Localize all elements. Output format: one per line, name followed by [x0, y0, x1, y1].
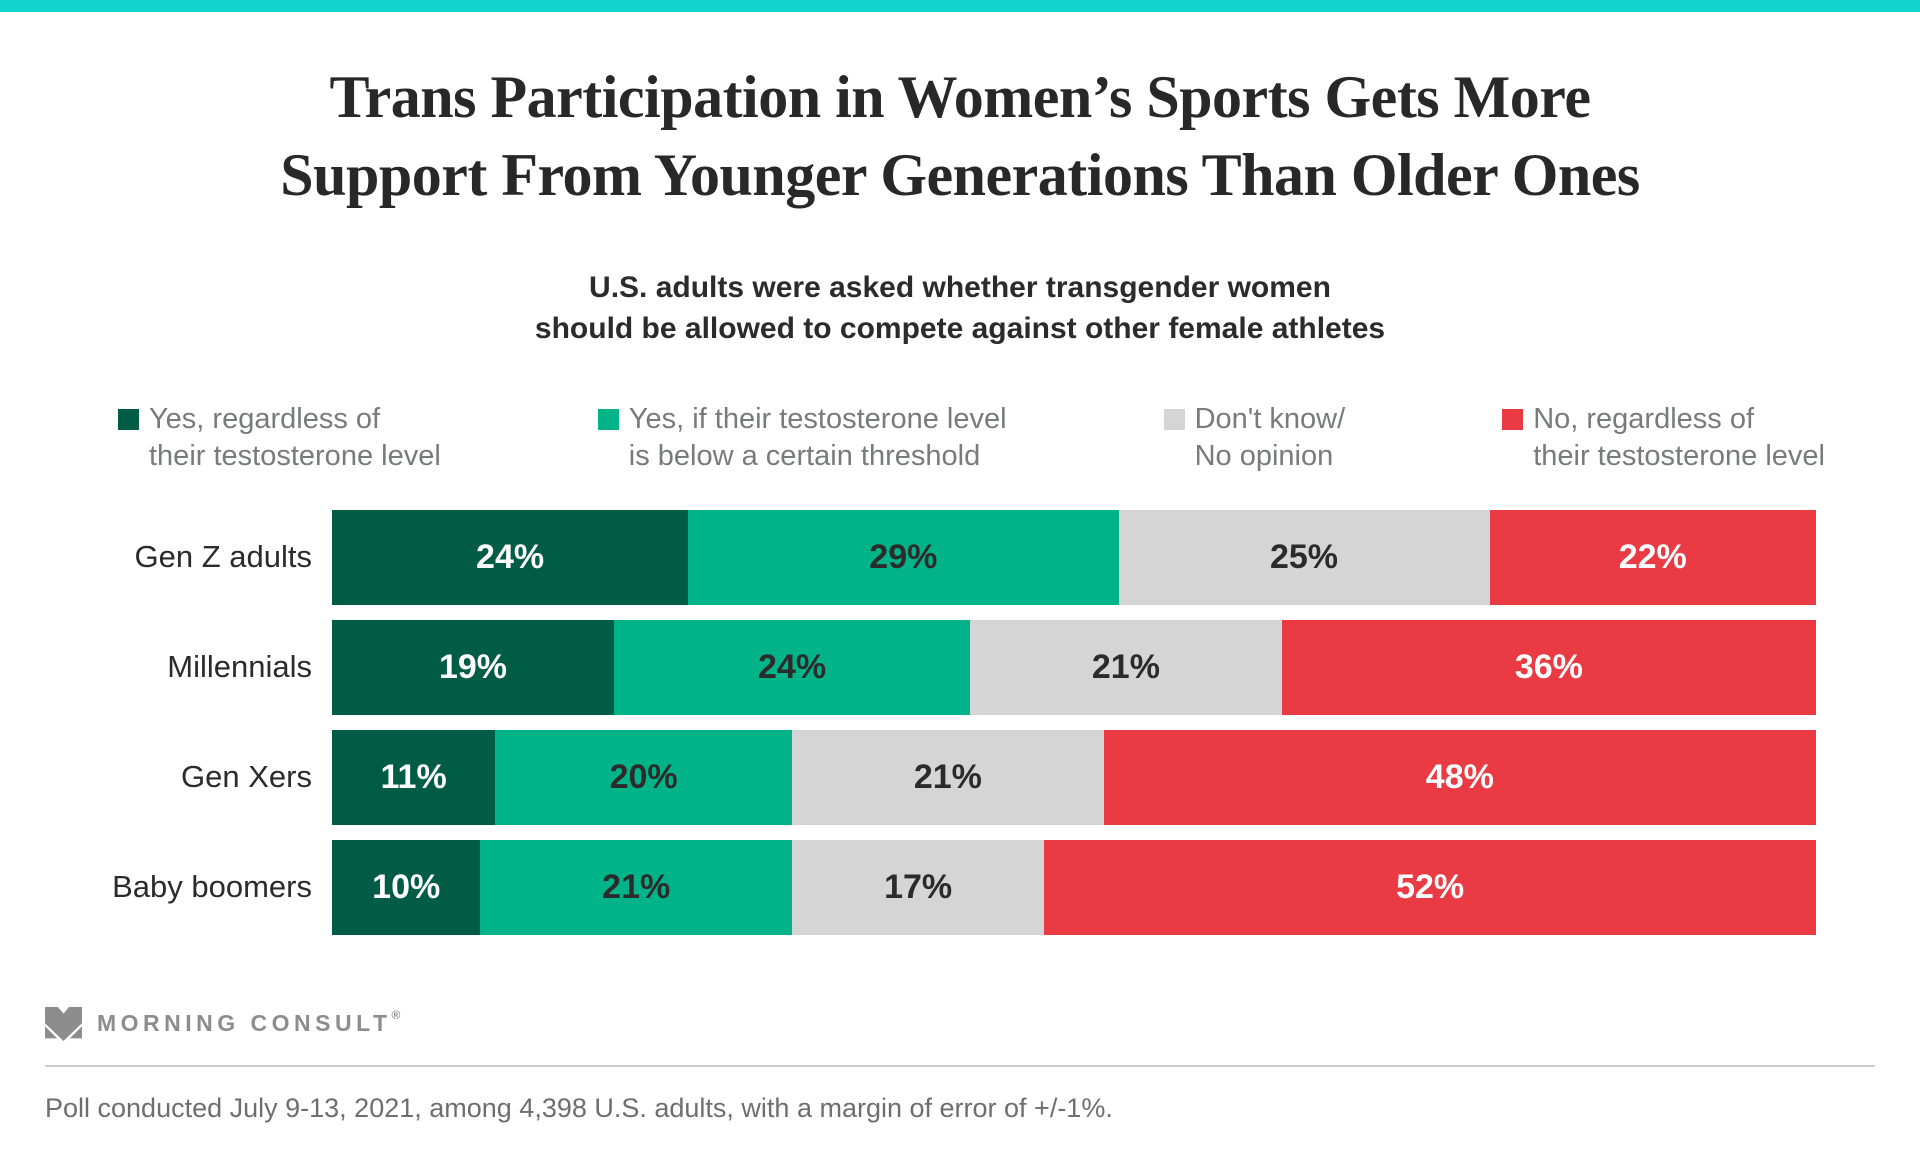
page-title: Trans Participation in Women’s Sports Ge… [70, 58, 1850, 214]
chart-row: Baby boomers 10% 21% 17% 52% [60, 839, 1920, 935]
chart-row: Gen Xers 11% 20% 21% 48% [60, 729, 1920, 825]
bar-segment: 19% [332, 619, 614, 715]
poll-footnote: Poll conducted July 9-13, 2021, among 4,… [45, 1092, 1113, 1123]
bar-segment: 20% [495, 729, 793, 825]
legend-item-dont-know: Don't know/ No opinion [1163, 401, 1346, 475]
title-line-1: Trans Participation in Women’s Sports Ge… [329, 64, 1591, 130]
brand-row: MORNING CONSULT® [45, 1006, 1920, 1041]
title-line-2: Support From Younger Generations Than Ol… [280, 142, 1640, 208]
legend-swatch-red [1502, 409, 1524, 430]
legend-label-line-1: Don't know/ [1194, 403, 1346, 435]
stacked-bar-chart: Gen Z adults 24% 29% 25% 22% Millennials 19% 24… [0, 509, 1920, 935]
legend-label: Yes, if their testosterone level is belo… [629, 401, 1007, 475]
chart-row: Millennials 19% 24% 21% 36% [60, 619, 1920, 715]
stacked-bar: 19% 24% 21% 36% [332, 619, 1816, 715]
legend-label-line-2: is below a certain threshold [628, 439, 981, 472]
legend-label: No, regardless of their testosterone lev… [1533, 401, 1825, 475]
legend-label-line-2: their testosterone level [149, 439, 441, 472]
chart-row: Gen Z adults 24% 29% 25% 22% [60, 509, 1920, 605]
legend-label-line-2: No opinion [1194, 439, 1334, 472]
bar-segment: 21% [970, 619, 1282, 715]
chart-subtitle: U.S. adults were asked whether transgend… [0, 268, 1920, 349]
bar-segment: 17% [792, 839, 1045, 935]
subtitle-line-2: should be allowed to compete against oth… [534, 311, 1386, 345]
bar-segment: 24% [332, 509, 689, 605]
legend-label-line-1: No, regardless of [1533, 403, 1755, 435]
bar-segment: 11% [332, 729, 496, 825]
bar-segment: 52% [1044, 839, 1816, 935]
row-label: Gen Xers [181, 759, 312, 795]
bar-segment: 24% [613, 619, 971, 715]
legend-swatch-dark-green [118, 409, 139, 430]
legend-label-line-1: Yes, regardless of [149, 403, 381, 435]
bar-segment: 10% [332, 839, 481, 935]
bar-segment: 21% [480, 839, 793, 935]
bar-segment: 21% [792, 729, 1104, 825]
brand-name: MORNING CONSULT® [97, 1008, 405, 1037]
stacked-bar: 24% 29% 25% 22% [332, 509, 1816, 605]
legend-label: Don't know/ No opinion [1195, 401, 1346, 475]
footer-divider [45, 1064, 1875, 1067]
legend-label-line-2: their testosterone level [1533, 439, 1825, 472]
row-label: Millennials [167, 649, 312, 685]
stacked-bar: 11% 20% 21% 48% [332, 729, 1816, 825]
chart-legend: Yes, regardless of their testosterone le… [118, 401, 1825, 475]
legend-item-yes-regardless: Yes, regardless of their testosterone le… [118, 401, 441, 475]
row-label: Gen Z adults [134, 539, 312, 575]
legend-item-yes-threshold: Yes, if their testosterone level is belo… [597, 401, 1007, 475]
legend-label: Yes, regardless of their testosterone le… [149, 401, 441, 475]
stacked-bar: 10% 21% 17% 52% [332, 839, 1816, 935]
bar-segment: 29% [688, 509, 1119, 605]
bar-segment: 25% [1118, 509, 1490, 605]
registered-trademark: ® [391, 1008, 405, 1023]
subtitle-line-1: U.S. adults were asked whether transgend… [589, 271, 1331, 304]
legend-label-line-1: Yes, if their testosterone level [628, 403, 1007, 435]
bar-segment: 48% [1103, 729, 1816, 825]
bar-segment: 22% [1489, 509, 1816, 605]
legend-item-no-regardless: No, regardless of their testosterone lev… [1502, 401, 1825, 475]
legend-swatch-green [597, 409, 619, 430]
brand-name-text: MORNING CONSULT [97, 1010, 392, 1037]
legend-swatch-gray [1163, 409, 1185, 430]
bar-segment: 36% [1281, 619, 1816, 715]
top-accent-bar [0, 0, 1920, 12]
morning-consult-logo-icon [45, 1006, 82, 1041]
row-label: Baby boomers [112, 869, 312, 905]
